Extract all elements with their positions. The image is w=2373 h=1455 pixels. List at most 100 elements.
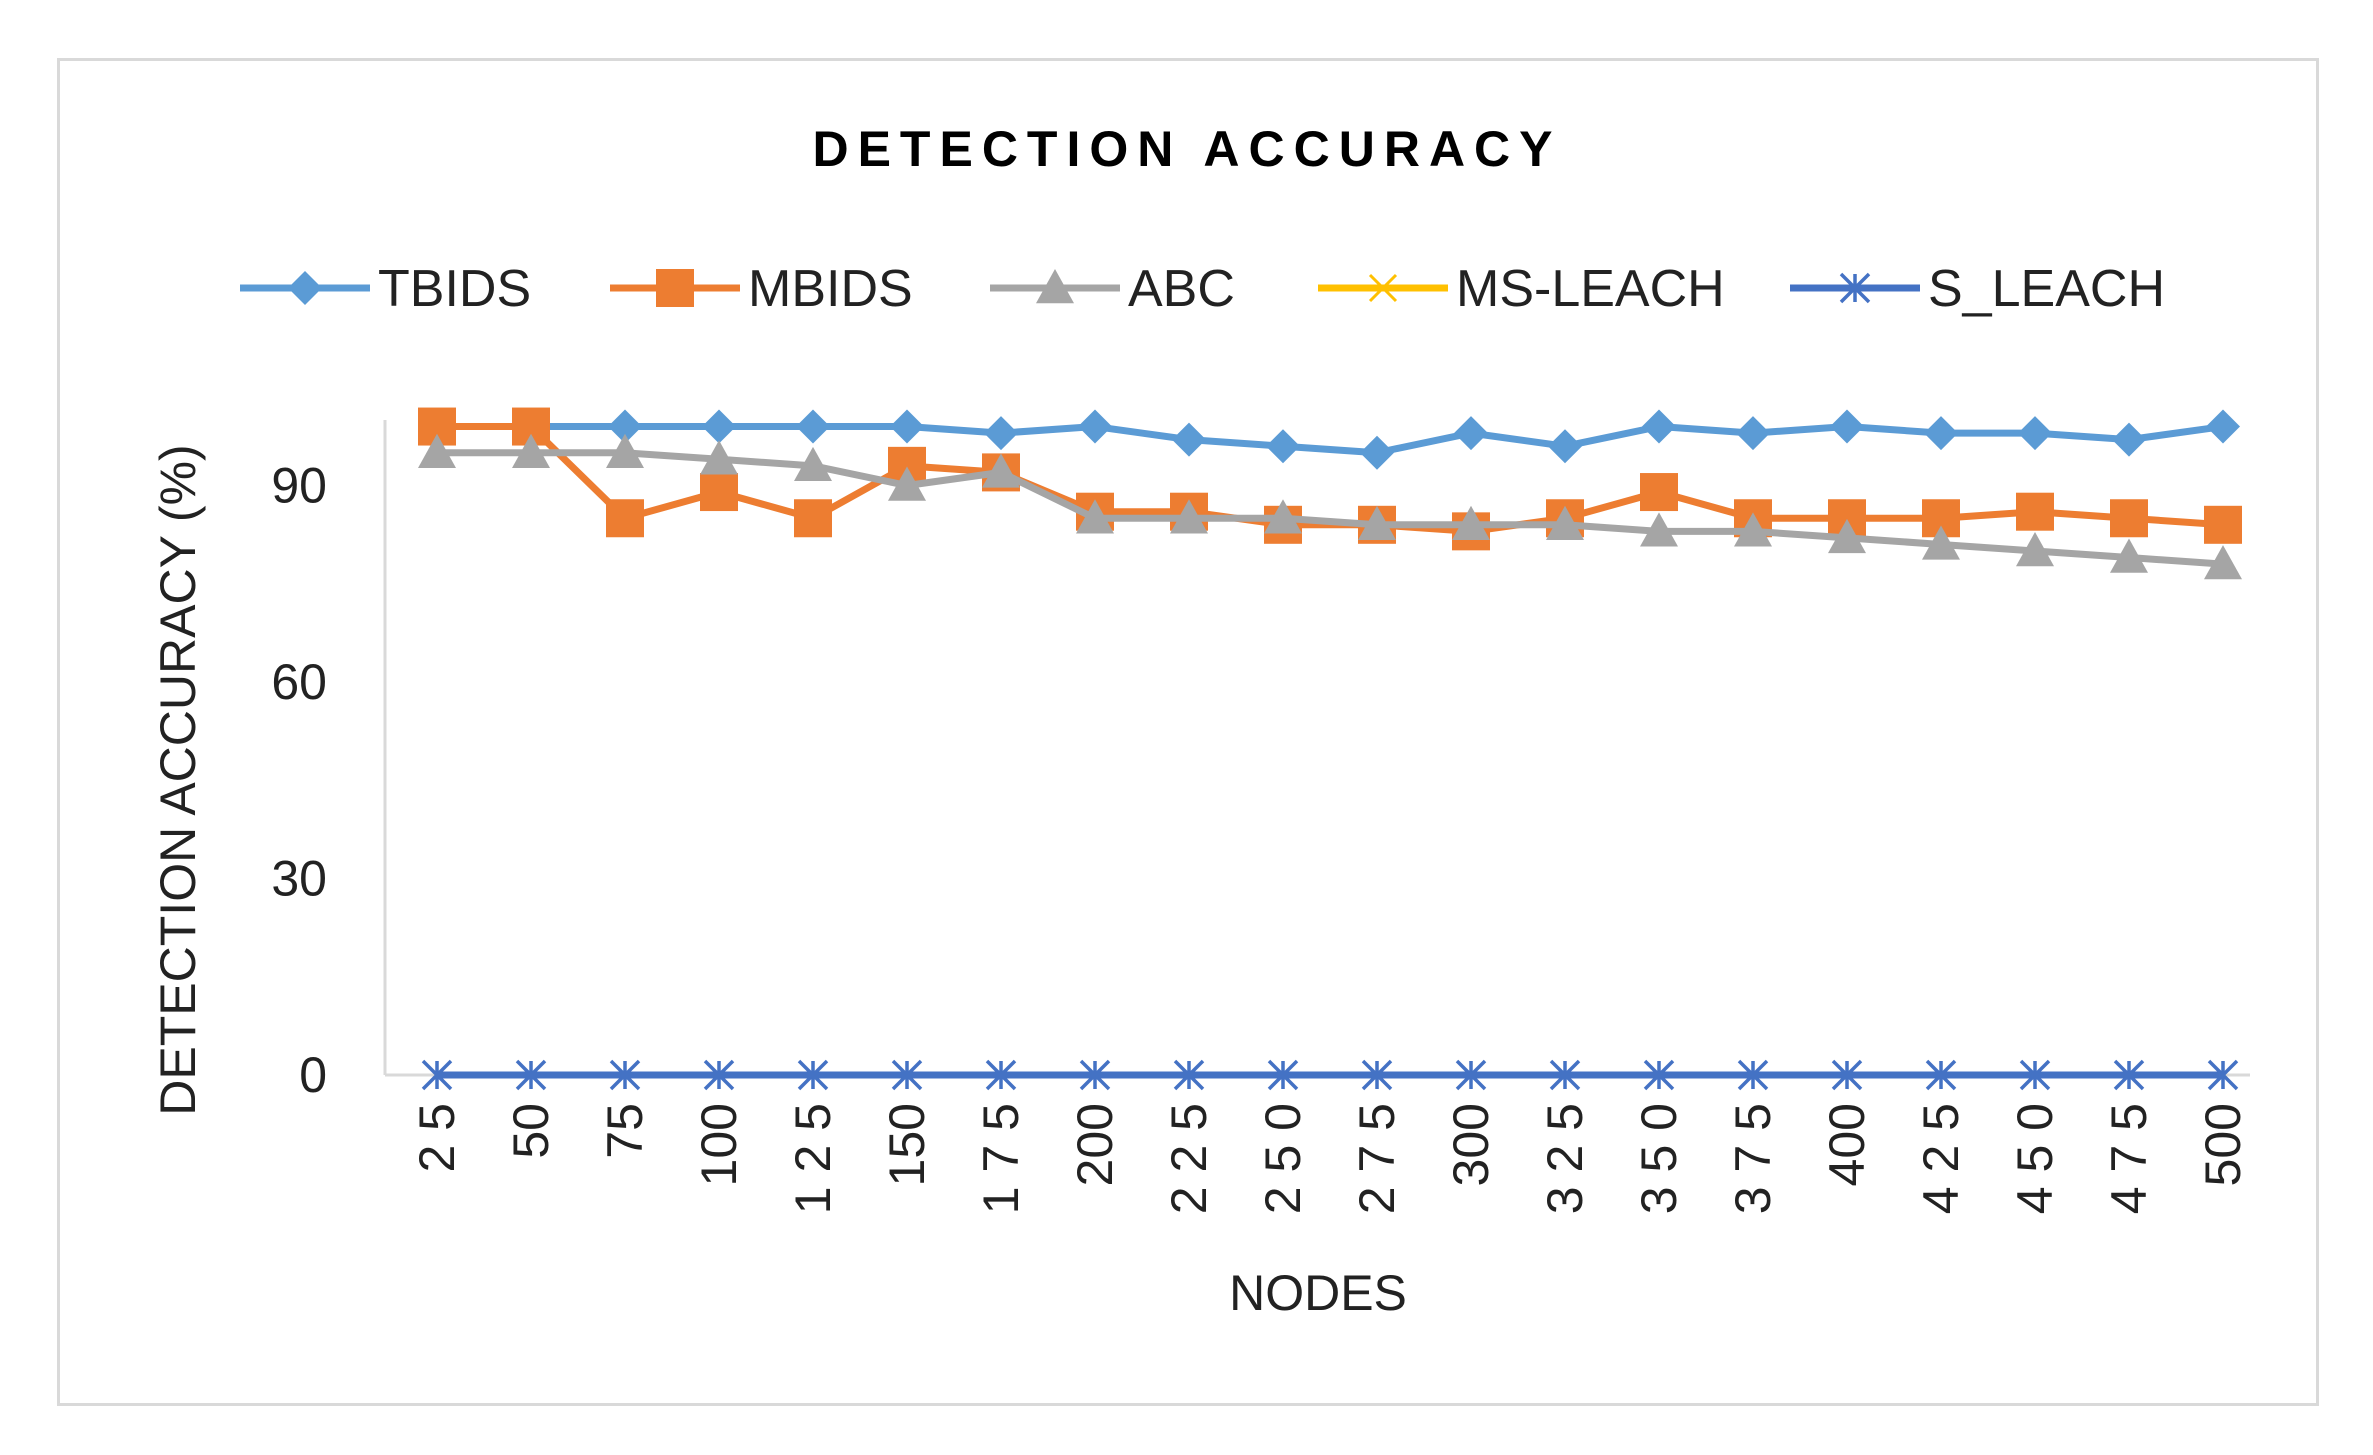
data-point (606, 499, 644, 538)
data-point (1925, 1059, 1957, 1091)
y-axis-label: DETECTION ACCURACY (%) (150, 444, 206, 1115)
data-point (2206, 409, 2240, 444)
data-point (1734, 512, 1772, 547)
data-point (1358, 505, 1396, 540)
series-line (437, 449, 2224, 568)
data-point (1267, 1059, 1299, 1091)
legend-marker (656, 269, 694, 307)
x-tick-label: 4 7 5 (2101, 1103, 2157, 1214)
data-point (609, 1059, 641, 1091)
data-point (1549, 1059, 1581, 1091)
legend-item: TBIDS (240, 260, 531, 318)
data-point (421, 1059, 453, 1091)
legend-label: TBIDS (378, 260, 531, 318)
data-point (606, 433, 644, 468)
x-tick-label: 2 2 5 (1161, 1103, 1217, 1214)
data-point (418, 433, 456, 468)
data-point (1828, 518, 1866, 554)
y-tick-label: 30 (271, 851, 327, 907)
data-point (985, 1059, 1017, 1091)
data-point (2016, 492, 2054, 531)
data-point (1360, 435, 1394, 470)
data-point (2110, 499, 2148, 538)
legend-marker (1368, 273, 1398, 303)
data-point (1640, 512, 1678, 547)
data-point (1548, 429, 1582, 464)
x-tick-label: 1 7 5 (973, 1103, 1029, 1214)
data-point (2204, 545, 2242, 580)
data-point (1454, 416, 1488, 451)
data-point (2016, 532, 2054, 567)
data-point (1361, 1059, 1393, 1091)
data-point (794, 446, 832, 482)
x-tick-label: 75 (597, 1103, 653, 1159)
series-tbids (420, 409, 2240, 470)
series-s-leach (421, 1059, 2239, 1091)
x-tick-label: 200 (1067, 1103, 1123, 1186)
data-point (2207, 1059, 2239, 1091)
data-point (608, 409, 642, 444)
x-tick-label: 100 (691, 1103, 747, 1186)
x-tick-label: 50 (503, 1103, 559, 1159)
data-point (2204, 505, 2242, 544)
chart-frame (57, 58, 2319, 1406)
data-point (1642, 409, 1676, 444)
x-tick-label: 3 7 5 (1725, 1103, 1781, 1214)
data-point (1264, 499, 1302, 534)
legend-item: MS-LEACH (1318, 260, 1725, 318)
data-point (1924, 416, 1958, 451)
data-point (702, 409, 736, 444)
data-point (1079, 1059, 1111, 1091)
data-point (1455, 1059, 1487, 1091)
data-point (891, 1059, 923, 1091)
x-tick-label: 3 5 0 (1631, 1103, 1687, 1214)
legend-label: S_LEACH (1928, 260, 2165, 318)
x-tick-label: 400 (1819, 1103, 1875, 1186)
data-point (890, 409, 924, 444)
axes: 0 30 60 90 2 5 50 75 100 1 2 5 150 1 7 5 200 2 2 5 2 … (271, 420, 2251, 1214)
data-point (2113, 1059, 2145, 1091)
series-abc (418, 433, 2242, 580)
data-point (1172, 422, 1206, 457)
data-point (1078, 409, 1112, 444)
data-point (888, 466, 926, 501)
data-point (1831, 1059, 1863, 1091)
series-layer (418, 407, 2242, 1091)
data-point (1640, 473, 1678, 512)
data-point (1546, 505, 1584, 540)
data-point (797, 1059, 829, 1091)
x-tick-label: 4 5 0 (2007, 1103, 2063, 1214)
x-tick-label: 4 2 5 (1913, 1103, 1969, 1214)
legend-label: ABC (1128, 260, 1235, 318)
legend-item: ABC (990, 260, 1235, 318)
data-point (703, 1059, 735, 1091)
data-point (1173, 1059, 1205, 1091)
data-point (1170, 499, 1208, 534)
legend-marker (1839, 272, 1871, 304)
x-tick-label: 150 (879, 1103, 935, 1186)
legend-item: S_LEACH (1790, 260, 2165, 318)
data-point (982, 453, 1020, 488)
data-point (984, 416, 1018, 451)
legend-item: MBIDS (610, 260, 913, 318)
x-tick-label: 2 5 0 (1255, 1103, 1311, 1214)
data-point (1076, 499, 1114, 534)
data-point (1266, 429, 1300, 464)
legend-label: MS-LEACH (1456, 260, 1725, 318)
data-point (2110, 538, 2148, 573)
data-point (1922, 525, 1960, 560)
data-point (1643, 1059, 1675, 1091)
chart-title: DETECTION ACCURACY (812, 121, 1561, 177)
data-point (1737, 1059, 1769, 1091)
x-tick-label: 2 7 5 (1349, 1103, 1405, 1214)
data-point (515, 1059, 547, 1091)
x-tick-label: 3 2 5 (1537, 1103, 1593, 1214)
legend-marker (1036, 269, 1074, 304)
data-point (1452, 505, 1490, 540)
data-point (2112, 422, 2146, 457)
x-tick-label: 2 5 (409, 1103, 465, 1173)
y-tick-label: 90 (271, 458, 327, 514)
data-point (1830, 409, 1864, 444)
data-point (796, 409, 830, 444)
